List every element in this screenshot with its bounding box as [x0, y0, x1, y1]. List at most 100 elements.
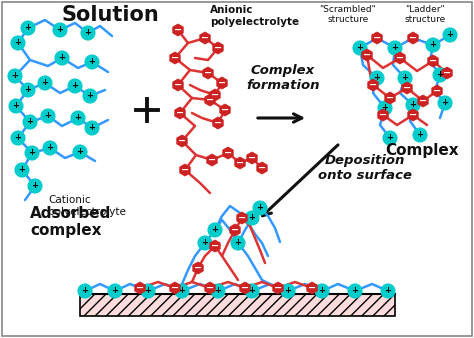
- Circle shape: [370, 71, 384, 85]
- Text: −: −: [419, 96, 427, 105]
- Text: −: −: [181, 165, 189, 174]
- Text: +: +: [25, 23, 31, 32]
- Circle shape: [25, 146, 39, 160]
- Text: +: +: [410, 100, 417, 109]
- Circle shape: [175, 284, 189, 298]
- Text: −: −: [274, 283, 282, 292]
- Polygon shape: [177, 135, 187, 147]
- Polygon shape: [362, 49, 372, 61]
- Polygon shape: [170, 52, 180, 64]
- Text: −: −: [194, 263, 202, 272]
- Circle shape: [433, 68, 447, 82]
- Text: +: +: [417, 130, 423, 139]
- Polygon shape: [210, 89, 220, 101]
- Text: +: +: [15, 38, 21, 47]
- Polygon shape: [247, 152, 257, 164]
- Text: +: +: [82, 286, 89, 295]
- Polygon shape: [372, 32, 382, 44]
- Text: −: −: [231, 224, 239, 235]
- Text: −: −: [211, 90, 219, 99]
- Polygon shape: [213, 42, 223, 54]
- Text: +: +: [392, 43, 399, 52]
- Circle shape: [11, 131, 25, 145]
- Text: +: +: [74, 113, 82, 122]
- Text: +: +: [215, 286, 221, 295]
- Text: +: +: [179, 286, 185, 295]
- Polygon shape: [213, 117, 223, 129]
- Circle shape: [245, 211, 259, 225]
- Circle shape: [388, 41, 402, 55]
- Circle shape: [383, 131, 397, 145]
- Text: +: +: [384, 286, 392, 295]
- Text: +: +: [201, 238, 209, 247]
- Circle shape: [231, 236, 245, 250]
- Polygon shape: [418, 95, 428, 107]
- Text: −: −: [308, 283, 316, 292]
- Polygon shape: [175, 107, 185, 119]
- Polygon shape: [200, 32, 210, 44]
- Text: −: −: [363, 49, 371, 59]
- Text: Adsorbed
complex: Adsorbed complex: [30, 206, 111, 238]
- Text: Deposition
onto surface: Deposition onto surface: [318, 154, 412, 182]
- Text: −: −: [433, 86, 441, 96]
- Text: +: +: [89, 123, 95, 132]
- Polygon shape: [170, 282, 180, 294]
- Circle shape: [9, 99, 23, 113]
- Text: +: +: [28, 148, 36, 157]
- Circle shape: [211, 284, 225, 298]
- Circle shape: [381, 284, 395, 298]
- Circle shape: [315, 284, 329, 298]
- Circle shape: [85, 121, 99, 135]
- Text: Anionic
polyelectrolyte: Anionic polyelectrolyte: [210, 5, 299, 27]
- Text: +: +: [45, 111, 52, 120]
- Circle shape: [15, 163, 29, 177]
- Polygon shape: [173, 24, 183, 36]
- Polygon shape: [203, 67, 213, 79]
- Polygon shape: [135, 282, 145, 294]
- Text: +: +: [248, 286, 255, 295]
- Text: Solution: Solution: [61, 5, 159, 25]
- Text: +: +: [374, 73, 381, 82]
- Text: +: +: [111, 286, 118, 295]
- Circle shape: [83, 89, 97, 103]
- Text: −: −: [224, 147, 232, 158]
- Text: +: +: [145, 286, 152, 295]
- Text: −: −: [238, 213, 246, 222]
- Circle shape: [198, 236, 212, 250]
- Text: −: −: [206, 283, 214, 292]
- Circle shape: [78, 284, 92, 298]
- Text: −: −: [403, 82, 411, 93]
- Polygon shape: [180, 164, 190, 176]
- Text: +: +: [46, 143, 54, 152]
- Polygon shape: [428, 55, 438, 67]
- Text: Complex: Complex: [385, 143, 459, 158]
- Circle shape: [55, 51, 69, 65]
- Text: −: −: [201, 32, 209, 43]
- Text: +: +: [211, 225, 219, 234]
- Circle shape: [348, 284, 362, 298]
- Text: −: −: [379, 110, 387, 120]
- Text: −: −: [204, 68, 212, 77]
- Circle shape: [398, 71, 412, 85]
- Text: +: +: [18, 165, 26, 174]
- Text: "Scrambled"
structure: "Scrambled" structure: [319, 5, 376, 24]
- Text: −: −: [171, 52, 179, 63]
- Polygon shape: [230, 224, 240, 236]
- Circle shape: [141, 284, 155, 298]
- Circle shape: [68, 79, 82, 93]
- Text: +: +: [284, 286, 292, 295]
- Polygon shape: [240, 282, 250, 294]
- Polygon shape: [408, 32, 418, 44]
- Text: −: −: [178, 136, 186, 145]
- Polygon shape: [402, 82, 412, 94]
- Text: +: +: [89, 57, 95, 66]
- Text: −: −: [396, 52, 404, 63]
- Text: +: +: [319, 286, 326, 295]
- Circle shape: [21, 21, 35, 35]
- Polygon shape: [235, 157, 245, 169]
- Circle shape: [253, 201, 267, 215]
- Circle shape: [85, 55, 99, 69]
- Polygon shape: [378, 109, 388, 121]
- Polygon shape: [257, 162, 267, 174]
- Text: Complex
formation: Complex formation: [246, 64, 320, 92]
